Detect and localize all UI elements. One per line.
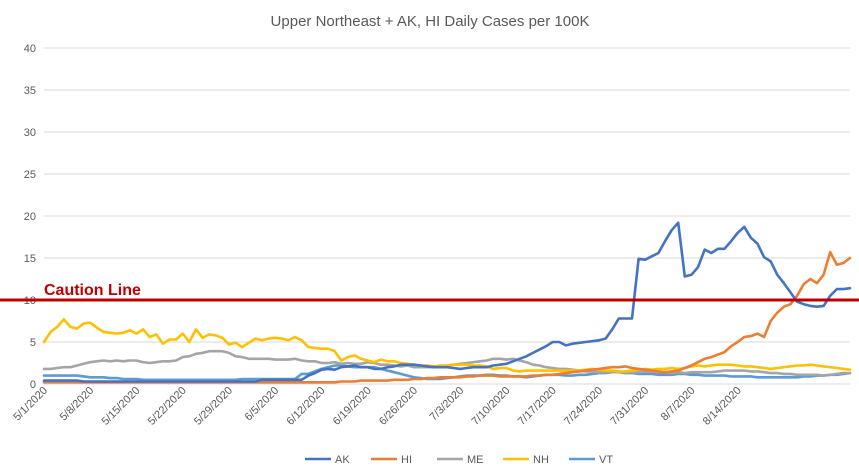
series-group [42,221,852,384]
x-axis: 5/1/2020 5/8/2020 5/15/2020 5/22/2020 5/29/2… [11,385,743,428]
x-tick-label: 7/3/2020 [428,385,467,424]
y-tick-label: 0 [30,379,36,391]
series-line-hi [42,250,852,384]
y-tick-label: 5 [30,337,36,349]
x-tick-label: 6/5/2020 [243,385,282,424]
x-tick-label: 7/10/2020 [469,385,512,428]
x-tick-label: 6/12/2020 [285,385,328,428]
legend-label-vt: VT [599,454,613,466]
legend-label-ak: AK [335,454,350,466]
y-tick-label: 20 [24,211,36,223]
caution-line-group: Caution Line [0,282,859,302]
x-tick-label: 6/19/2020 [331,385,374,428]
x-tick-label: 5/22/2020 [146,385,189,428]
x-tick-label: 7/31/2020 [608,385,651,428]
x-tick-label: 7/24/2020 [562,385,605,428]
x-tick-label: 5/15/2020 [100,385,143,428]
legend-label-me: ME [467,454,484,466]
legend-label-nh: NH [533,454,549,466]
y-tick-label: 35 [24,85,36,97]
x-tick-label: 5/29/2020 [192,385,235,428]
x-tick-label: 7/17/2020 [516,385,559,428]
x-tick-label: 5/8/2020 [58,385,97,424]
y-axis: 0510152025303540 [24,43,36,391]
y-tick-label: 25 [24,169,36,181]
gridlines [44,47,850,385]
series-line-ak [42,221,852,383]
legend: AK HI ME NH VT [305,454,613,466]
series-line-nh [42,318,852,373]
caution-line-label: Caution Line [44,282,141,299]
y-tick-label: 15 [24,253,36,265]
y-tick-label: 30 [24,127,36,139]
x-tick-label: 8/14/2020 [701,385,744,428]
y-tick-label: 40 [24,43,36,55]
x-tick-label: 8/7/2020 [659,385,698,424]
x-tick-label: 6/26/2020 [377,385,420,428]
legend-label-hi: HI [401,454,412,466]
chart-title: Upper Northeast + AK, HI Daily Cases per… [271,13,590,30]
